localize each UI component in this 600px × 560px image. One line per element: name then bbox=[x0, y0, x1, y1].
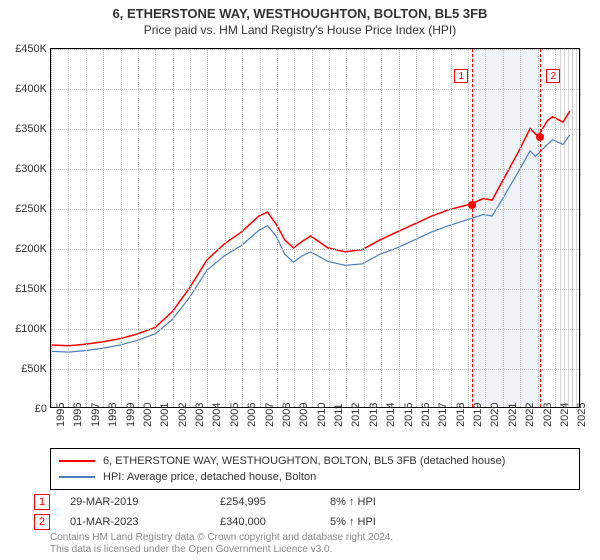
sale-row: 1 29-MAR-2019 £254,995 8% ↑ HPI bbox=[34, 492, 420, 512]
x-axis-tick: 1998 bbox=[107, 403, 119, 427]
y-axis-tick: £300K bbox=[3, 163, 47, 175]
sale-price: £340,000 bbox=[220, 516, 310, 528]
chart-svg bbox=[51, 49, 579, 407]
x-axis-tick: 2012 bbox=[350, 403, 362, 427]
y-axis-tick: £450K bbox=[3, 43, 47, 55]
x-axis-tick: 2018 bbox=[455, 403, 467, 427]
chart-title-block: 6, ETHERSTONE WAY, WESTHOUGHTON, BOLTON,… bbox=[0, 0, 600, 37]
x-axis-tick: 2019 bbox=[472, 403, 484, 427]
y-axis-tick: £200K bbox=[3, 243, 47, 255]
legend-swatch-hpi bbox=[59, 476, 95, 478]
y-axis-tick: £50K bbox=[3, 363, 47, 375]
x-axis-tick: 2013 bbox=[368, 403, 380, 427]
chart-legend: 6, ETHERSTONE WAY, WESTHOUGHTON, BOLTON,… bbox=[50, 448, 580, 490]
sale-marker-box: 1 bbox=[34, 494, 50, 510]
y-axis-tick: £400K bbox=[3, 83, 47, 95]
x-axis-tick: 2002 bbox=[177, 403, 189, 427]
legend-row: HPI: Average price, detached house, Bolt… bbox=[59, 469, 571, 485]
y-axis-tick: £0 bbox=[3, 403, 47, 415]
x-axis-tick: 2014 bbox=[385, 403, 397, 427]
footer-line2: This data is licensed under the Open Gov… bbox=[50, 544, 393, 556]
x-axis-tick: 2003 bbox=[194, 403, 206, 427]
price-chart: £0£50K£100K£150K£200K£250K£300K£350K£400… bbox=[50, 48, 580, 408]
legend-label-price: 6, ETHERSTONE WAY, WESTHOUGHTON, BOLTON,… bbox=[103, 453, 505, 469]
x-axis-tick: 1997 bbox=[90, 403, 102, 427]
x-axis-tick: 2006 bbox=[246, 403, 258, 427]
x-axis-tick: 2001 bbox=[159, 403, 171, 427]
x-axis-tick: 2009 bbox=[298, 403, 310, 427]
sale-date: 01-MAR-2023 bbox=[70, 516, 200, 528]
x-axis-tick: 2020 bbox=[489, 403, 501, 427]
x-axis-tick: 2017 bbox=[437, 403, 449, 427]
x-axis-tick: 1999 bbox=[125, 403, 137, 427]
sale-marker-dot bbox=[468, 201, 476, 209]
sale-date: 29-MAR-2019 bbox=[70, 496, 200, 508]
x-axis-tick: 2005 bbox=[229, 403, 241, 427]
y-axis-tick: £100K bbox=[3, 323, 47, 335]
x-axis-tick: 2004 bbox=[211, 403, 223, 427]
sale-marker-box: 2 bbox=[34, 514, 50, 530]
footer-line1: Contains HM Land Registry data © Crown c… bbox=[50, 532, 393, 544]
title-line1: 6, ETHERSTONE WAY, WESTHOUGHTON, BOLTON,… bbox=[0, 6, 600, 21]
x-axis-tick: 2000 bbox=[142, 403, 154, 427]
y-axis-tick: £150K bbox=[3, 283, 47, 295]
x-axis-tick: 1996 bbox=[72, 403, 84, 427]
x-axis-tick: 2021 bbox=[507, 403, 519, 427]
y-axis-tick: £250K bbox=[3, 203, 47, 215]
sale-price: £254,995 bbox=[220, 496, 310, 508]
x-axis-tick: 2025 bbox=[576, 403, 588, 427]
sale-marker-line bbox=[472, 49, 473, 407]
sale-marker-label: 1 bbox=[454, 69, 468, 83]
sale-marker-dot bbox=[536, 133, 544, 141]
x-axis-tick: 2007 bbox=[264, 403, 276, 427]
x-axis-tick: 2022 bbox=[524, 403, 536, 427]
x-axis-tick: 1995 bbox=[55, 403, 67, 427]
legend-label-hpi: HPI: Average price, detached house, Bolt… bbox=[103, 469, 316, 485]
sales-list: 1 29-MAR-2019 £254,995 8% ↑ HPI 2 01-MAR… bbox=[34, 492, 420, 532]
sale-row: 2 01-MAR-2023 £340,000 5% ↑ HPI bbox=[34, 512, 420, 532]
x-axis-tick: 2015 bbox=[403, 403, 415, 427]
title-line2: Price paid vs. HM Land Registry's House … bbox=[0, 23, 600, 37]
y-axis-tick: £350K bbox=[3, 123, 47, 135]
legend-row: 6, ETHERSTONE WAY, WESTHOUGHTON, BOLTON,… bbox=[59, 453, 571, 469]
footer-attribution: Contains HM Land Registry data © Crown c… bbox=[50, 532, 393, 556]
x-axis-tick: 2024 bbox=[559, 403, 571, 427]
sale-marker-label: 2 bbox=[546, 69, 560, 83]
sale-vs-hpi: 5% ↑ HPI bbox=[330, 516, 420, 528]
x-axis-tick: 2011 bbox=[333, 403, 345, 427]
x-axis-tick: 2008 bbox=[281, 403, 293, 427]
x-axis-tick: 2016 bbox=[420, 403, 432, 427]
x-axis-tick: 2023 bbox=[542, 403, 554, 427]
sale-marker-line bbox=[540, 49, 541, 407]
sale-vs-hpi: 8% ↑ HPI bbox=[330, 496, 420, 508]
legend-swatch-price bbox=[59, 460, 95, 462]
x-axis-tick: 2010 bbox=[316, 403, 328, 427]
